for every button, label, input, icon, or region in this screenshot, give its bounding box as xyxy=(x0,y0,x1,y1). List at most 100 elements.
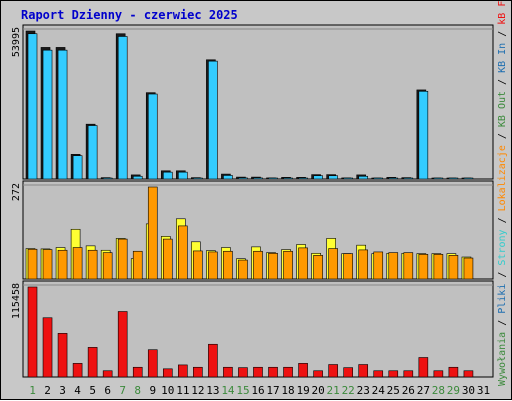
day-label: 16 xyxy=(251,384,264,397)
bar-locales-day-30 xyxy=(463,257,474,280)
bar-locales-day-21 xyxy=(328,248,338,280)
legend-item: Strony xyxy=(497,229,508,265)
bar-locales-day-7 xyxy=(117,238,128,280)
panel-traffic: 115458 xyxy=(11,280,494,378)
bar-locales-day-25 xyxy=(388,252,399,280)
day-label: 6 xyxy=(104,384,111,397)
bar-traffic-day-13 xyxy=(208,343,218,378)
bar-visits-day-20 xyxy=(313,175,323,180)
legend-item: / xyxy=(497,211,508,229)
bar-locales-day-2 xyxy=(42,249,53,280)
day-label: 11 xyxy=(176,384,189,397)
legend-item: kB F xyxy=(497,1,508,25)
bar-visits-day-23 xyxy=(358,175,369,180)
bar-locales-day-12 xyxy=(193,250,203,280)
day-label: 9 xyxy=(149,384,156,397)
bar-locales-day-16 xyxy=(253,250,263,280)
day-label: 28 xyxy=(432,384,445,397)
bar-visits-day-3 xyxy=(57,49,68,180)
bar-locales-day-27 xyxy=(418,254,429,280)
bar-locales-day-22 xyxy=(343,253,353,280)
day-label: 24 xyxy=(372,384,386,397)
bar-traffic-day-5 xyxy=(87,347,98,378)
bar-locales-day-4 xyxy=(72,247,83,280)
bar-locales-day-6 xyxy=(102,252,113,280)
day-label: 25 xyxy=(387,384,400,397)
legend-text: Wywołania / Pliki / Strony / Lokalizacje… xyxy=(497,1,508,386)
bar-locales-day-15 xyxy=(238,259,248,280)
bar-visits-day-7 xyxy=(117,36,128,180)
bar-traffic-day-9 xyxy=(147,349,158,378)
bar-visits-day-26 xyxy=(403,177,414,180)
day-label: 29 xyxy=(447,384,460,397)
panel-background xyxy=(22,280,494,378)
bar-traffic-day-4 xyxy=(72,363,83,378)
legend-item: / xyxy=(497,25,508,43)
bar-locales-day-18 xyxy=(283,250,293,280)
bar-traffic-day-26 xyxy=(403,370,414,378)
bar-traffic-day-18 xyxy=(283,366,293,378)
day-label: 15 xyxy=(236,384,249,397)
x-axis-labels: 1 2 3 4 5 6 7 8 9 10 11 12 13 14 15 16 17 18 19 20 21 22 23 24 2… xyxy=(29,384,490,397)
vertical-legend: Wywołania / Pliki / Strony / Lokalizacje… xyxy=(497,1,508,386)
bar-visits-day-12 xyxy=(193,177,203,180)
chart-panels: 53995 272 115458 xyxy=(11,24,494,378)
bar-visits-day-21 xyxy=(328,175,338,180)
bar-locales-day-17 xyxy=(268,252,278,280)
day-label: 19 xyxy=(296,384,309,397)
bar-visits-day-24 xyxy=(373,177,384,180)
bar-traffic-day-12 xyxy=(193,366,203,378)
day-label: 8 xyxy=(134,384,141,397)
bar-visits-day-5 xyxy=(87,125,98,180)
day-label: 26 xyxy=(402,384,415,397)
day-label: 30 xyxy=(462,384,475,397)
bar-visits-day-15 xyxy=(238,177,248,180)
bar-visits-day-14 xyxy=(223,175,233,180)
bar-visits-day-10 xyxy=(162,171,173,180)
bar-locales-day-29 xyxy=(448,255,459,280)
day-label: 21 xyxy=(327,384,340,397)
day-label: 7 xyxy=(119,384,126,397)
bar-traffic-day-16 xyxy=(253,366,263,378)
bar-locales-day-11 xyxy=(178,225,188,280)
bar-traffic-day-20 xyxy=(313,370,323,378)
bar-traffic-day-30 xyxy=(463,370,474,378)
legend-item: KB Out xyxy=(497,91,508,127)
bar-locales-day-24 xyxy=(373,251,384,280)
panel-max-label: 115458 xyxy=(11,283,22,319)
legend-item: / xyxy=(497,314,508,332)
bar-visits-day-9 xyxy=(147,93,158,180)
bar-locales-day-28 xyxy=(433,254,444,280)
panel-max-label: 53995 xyxy=(11,27,22,57)
bar-visits-day-8 xyxy=(132,175,143,180)
day-label: 2 xyxy=(44,384,51,397)
day-label: 22 xyxy=(342,384,355,397)
bar-traffic-day-17 xyxy=(268,366,278,378)
legend-item: Wywołania xyxy=(497,332,508,386)
day-label: 14 xyxy=(221,384,235,397)
bar-traffic-day-11 xyxy=(178,364,188,378)
bar-visits-day-25 xyxy=(388,177,399,180)
bar-visits-day-18 xyxy=(283,177,293,180)
bar-traffic-day-29 xyxy=(448,366,459,378)
bar-locales-day-19 xyxy=(298,247,308,280)
bar-visits-day-29 xyxy=(448,177,459,180)
bar-locales-day-23 xyxy=(358,249,369,280)
bar-traffic-day-3 xyxy=(57,333,68,378)
bar-locales-day-26 xyxy=(403,252,414,280)
day-label: 4 xyxy=(74,384,81,397)
bar-traffic-day-2 xyxy=(42,317,53,378)
day-label: 12 xyxy=(191,384,204,397)
legend-item: Lokalizacje xyxy=(497,145,508,211)
legend-item: KB In xyxy=(497,43,508,73)
bar-traffic-day-10 xyxy=(162,368,173,378)
bar-locales-day-1 xyxy=(27,248,38,280)
bar-traffic-day-22 xyxy=(343,367,353,378)
day-label: 3 xyxy=(59,384,66,397)
bar-visits-day-19 xyxy=(298,177,308,180)
legend-item: / xyxy=(497,127,508,145)
bar-traffic-day-6 xyxy=(102,370,113,378)
bar-visits-day-11 xyxy=(178,171,188,180)
bar-visits-day-28 xyxy=(433,177,444,180)
